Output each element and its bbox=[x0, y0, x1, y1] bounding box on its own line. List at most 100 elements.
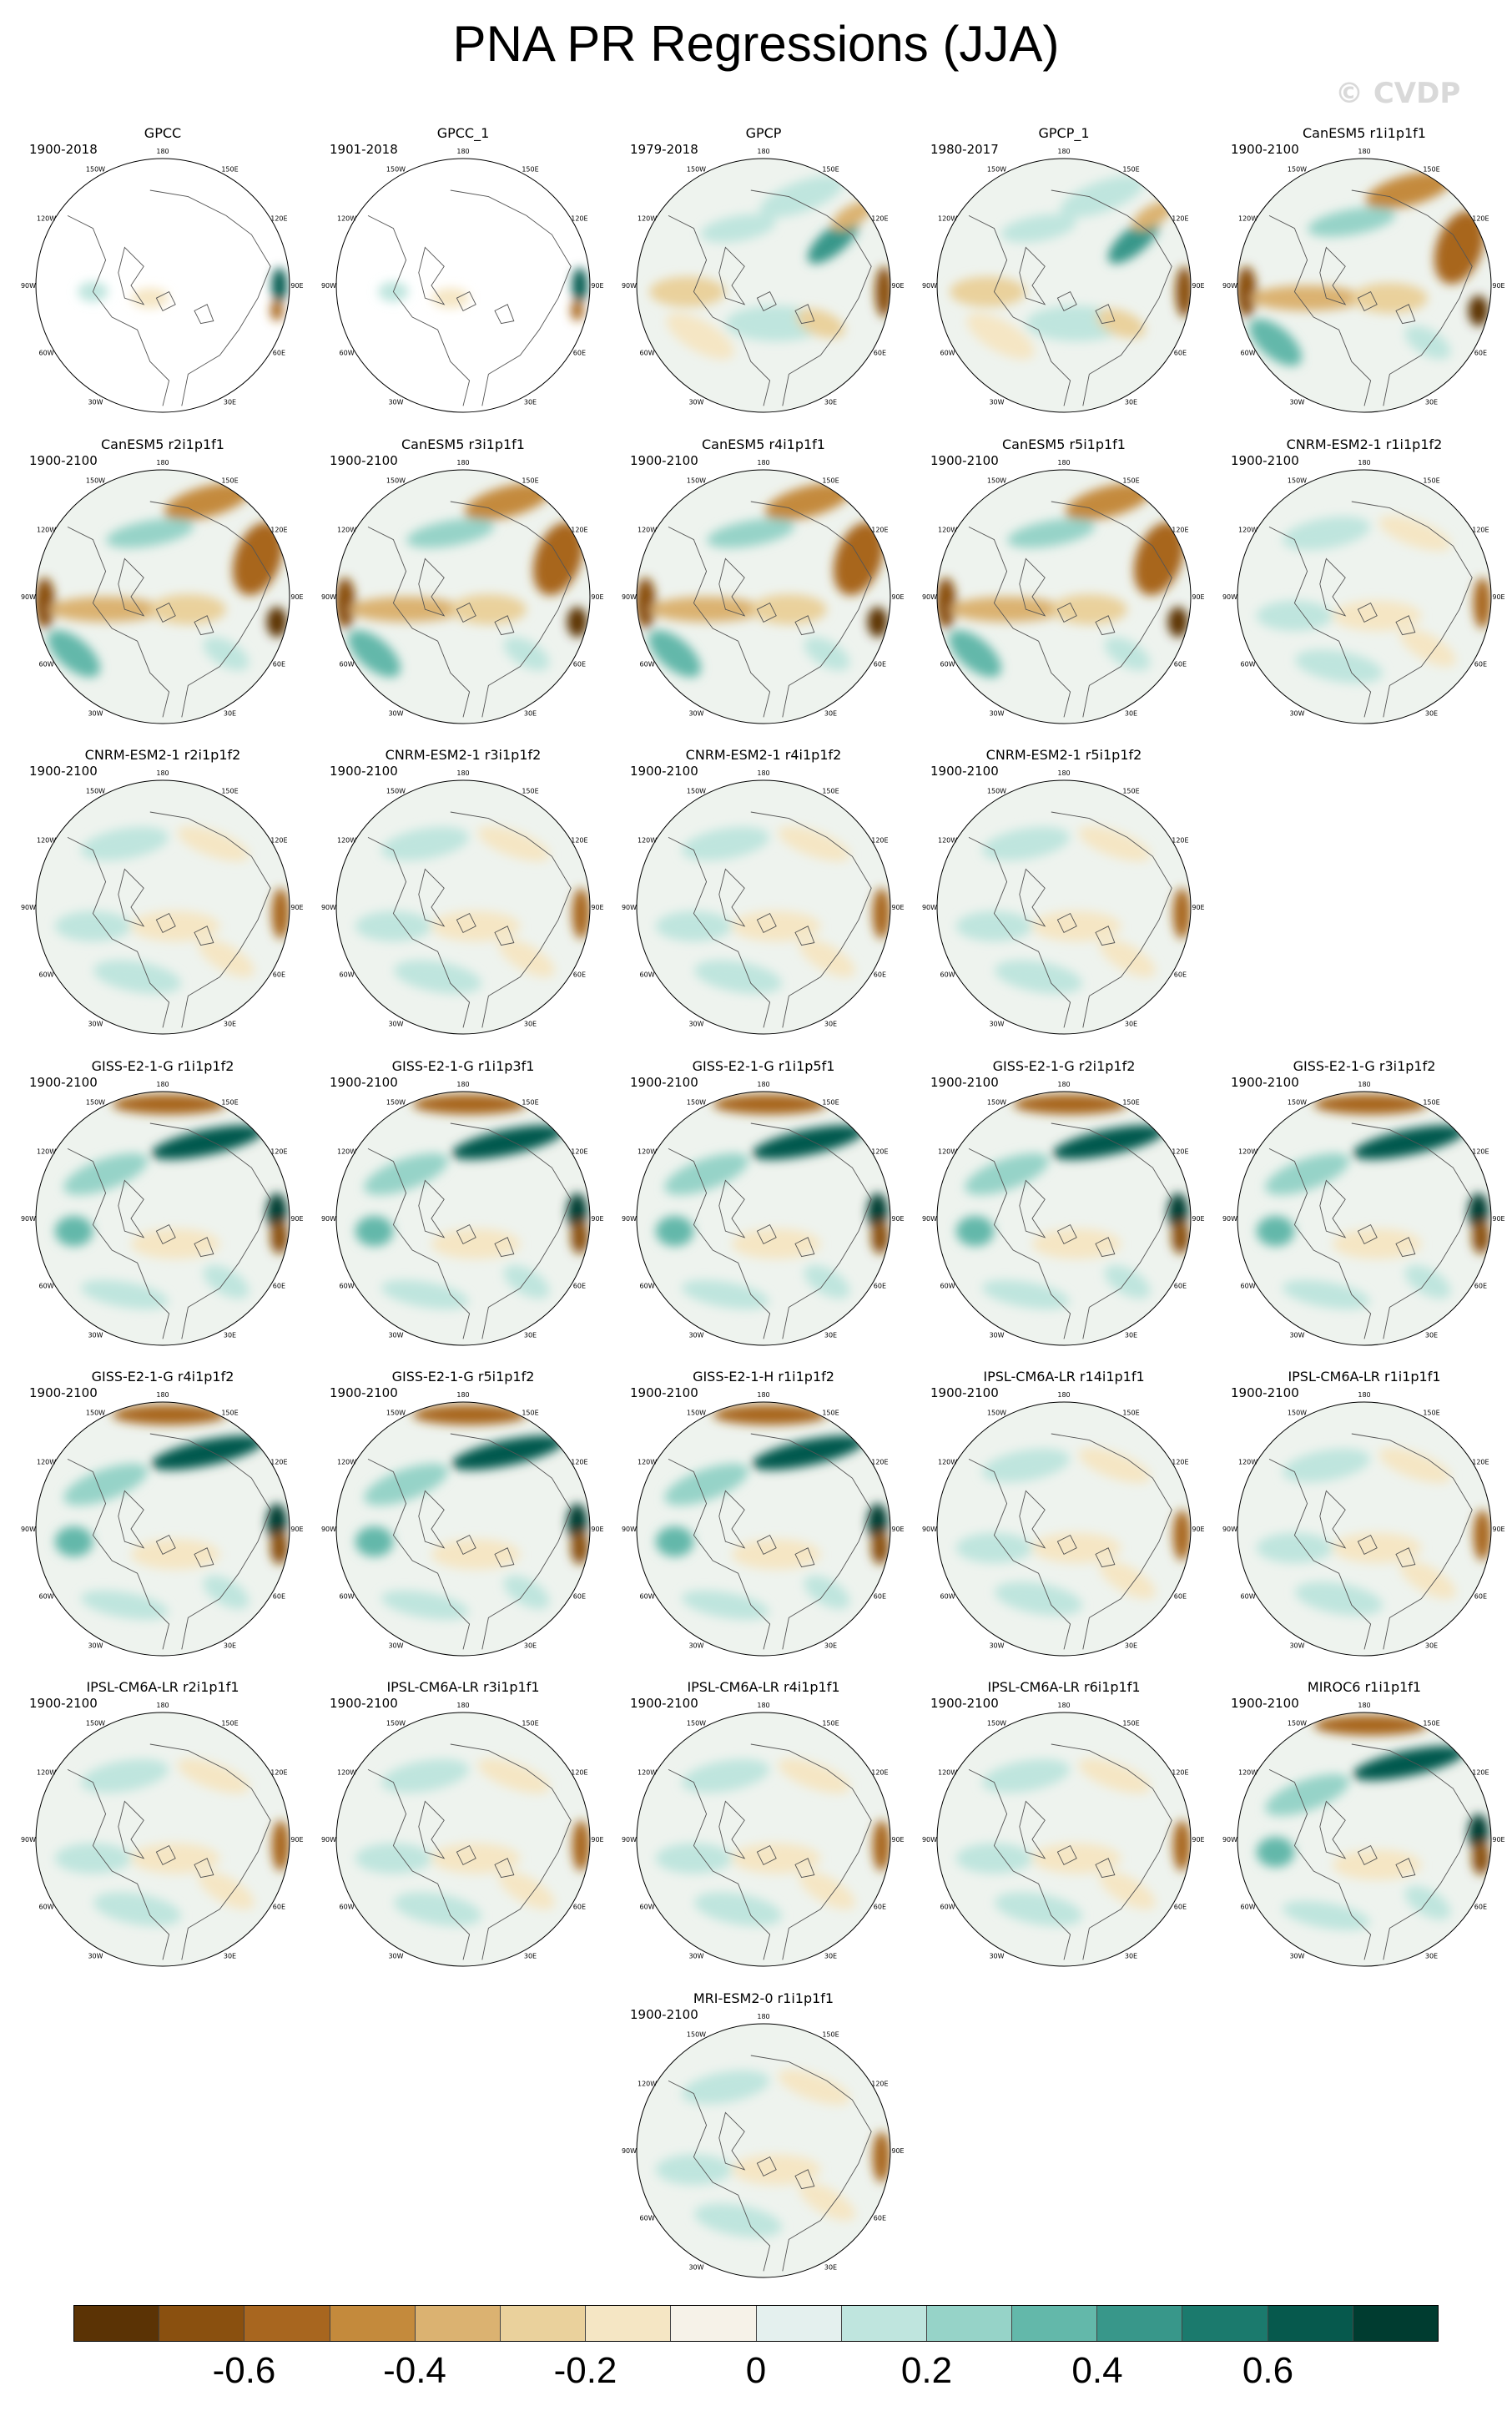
longitude-label: 90W bbox=[922, 282, 937, 290]
anomaly-region bbox=[571, 300, 584, 321]
longitude-label: 60E bbox=[874, 971, 886, 979]
longitude-label: 150W bbox=[687, 166, 706, 174]
anomaly-region bbox=[355, 1526, 394, 1557]
anomaly-region bbox=[1468, 1813, 1489, 1853]
panel-period: 1900-2100 bbox=[630, 764, 698, 779]
anomaly-region bbox=[266, 607, 287, 638]
longitude-label: 150E bbox=[522, 788, 538, 795]
coastline bbox=[1268, 1147, 1372, 1339]
longitude-label: 90E bbox=[290, 282, 303, 290]
panel-period: 1900-2100 bbox=[330, 1075, 398, 1090]
map-border bbox=[636, 158, 891, 413]
longitude-label: 90W bbox=[321, 1215, 336, 1223]
longitude-label: 60W bbox=[39, 1593, 54, 1601]
longitude-label: 60E bbox=[874, 350, 886, 357]
panel-period: 1900-2100 bbox=[1231, 142, 1299, 157]
longitude-label: 120E bbox=[571, 527, 587, 534]
coastline bbox=[668, 1147, 771, 1339]
anomaly-region bbox=[655, 1215, 694, 1247]
longitude-label: 120W bbox=[938, 527, 957, 534]
longitude-label: 90E bbox=[290, 904, 303, 911]
coastline bbox=[118, 246, 145, 305]
polar-map: 180 150E 120E 90E 60E 30E 0 30W 60W 90W 120W 150W bbox=[922, 148, 1205, 417]
longitude-label: 60W bbox=[640, 971, 655, 979]
panel-name: GISS-E2-1-G r1i1p3f1 bbox=[391, 1058, 535, 1074]
longitude-label: 120E bbox=[1172, 1459, 1188, 1466]
coastline bbox=[1019, 246, 1046, 305]
coastline bbox=[155, 290, 176, 312]
longitude-label: 90E bbox=[1192, 593, 1204, 601]
longitude-label: 60W bbox=[940, 661, 955, 668]
longitude-label: 60W bbox=[39, 350, 54, 357]
coastline bbox=[494, 926, 515, 946]
longitude-label: 180 bbox=[456, 1081, 469, 1088]
map-panel: GISS-E2-1-G r3i1p1f2 1900-2100 180 150E 120E… bbox=[1222, 1058, 1506, 1350]
longitude-label: 90E bbox=[1492, 282, 1504, 290]
longitude-label: 150E bbox=[1122, 477, 1139, 485]
coastline bbox=[718, 1800, 746, 1859]
anomaly-region bbox=[1472, 1842, 1490, 1875]
panel-period: 1900-2100 bbox=[29, 1696, 98, 1711]
anomaly-region bbox=[80, 826, 169, 861]
longitude-label: 150E bbox=[221, 166, 238, 174]
anomaly-region bbox=[394, 960, 482, 994]
longitude-label: 30E bbox=[1425, 1642, 1438, 1649]
longitude-label: 60E bbox=[273, 1904, 285, 1911]
map-border bbox=[1237, 1091, 1492, 1346]
longitude-label: 30W bbox=[688, 398, 703, 406]
coastline bbox=[155, 1844, 176, 1866]
polar-map: 180 150E 120E 90E 60E 30E 0 30W 60W 90W 120W 150W bbox=[622, 1081, 905, 1350]
map-border bbox=[936, 1712, 1192, 1967]
anomaly-region bbox=[981, 826, 1070, 861]
longitude-label: 0 bbox=[461, 416, 465, 417]
map-border bbox=[636, 1401, 891, 1657]
coastline bbox=[1095, 1858, 1116, 1879]
map-border bbox=[636, 1091, 891, 1346]
coastline bbox=[194, 615, 214, 636]
longitude-label: 0 bbox=[1061, 1038, 1066, 1039]
colorbar-swatch bbox=[500, 2306, 587, 2341]
coastline bbox=[1357, 290, 1378, 312]
coastline bbox=[668, 836, 771, 1028]
coastline bbox=[1095, 304, 1116, 325]
panel-period: 1900-2100 bbox=[29, 453, 98, 468]
longitude-label: 150W bbox=[386, 1099, 406, 1107]
coastline bbox=[1095, 926, 1116, 946]
longitude-label: 30W bbox=[688, 1952, 703, 1960]
anomaly-region bbox=[1282, 1900, 1370, 1930]
panel-period: 1900-2100 bbox=[630, 1075, 698, 1090]
coastline bbox=[149, 1433, 271, 1650]
longitude-label: 30E bbox=[524, 1331, 537, 1339]
longitude-label: 150W bbox=[687, 1410, 706, 1417]
map-border bbox=[35, 1091, 290, 1346]
coastline bbox=[1051, 811, 1172, 1028]
map-panel: GISS-E2-1-G r1i1p3f1 1900-2100 180 150E 120E… bbox=[321, 1058, 605, 1350]
map-panel: CNRM-ESM2-1 r1i1p1f2 1900-2100 180 150E 120E… bbox=[1222, 436, 1506, 729]
longitude-label: 90W bbox=[1222, 282, 1237, 290]
longitude-label: 60W bbox=[1241, 1593, 1256, 1601]
anomaly-region bbox=[648, 630, 701, 678]
longitude-label: 60E bbox=[573, 1593, 586, 1601]
anomaly-region bbox=[355, 1843, 431, 1874]
polar-map: 180 150E 120E 90E 60E 30E 0 30W 60W 90W 120W 150W bbox=[622, 148, 905, 417]
anomaly-region bbox=[1472, 1221, 1490, 1254]
coastline bbox=[794, 1858, 815, 1879]
colorbar-tick-label: -0.2 bbox=[553, 2350, 617, 2391]
longitude-label: 150E bbox=[221, 788, 238, 795]
longitude-label: 0 bbox=[1362, 1970, 1366, 1971]
longitude-label: 30W bbox=[88, 398, 103, 406]
map-panel: GPCC_1 1901-2018 180 150E 120E 90E 60E 30E 0 30W 6… bbox=[321, 125, 605, 417]
longitude-label: 150W bbox=[386, 477, 406, 485]
anomaly-region bbox=[1099, 938, 1156, 977]
anomaly-region bbox=[1172, 1510, 1191, 1561]
longitude-label: 150W bbox=[1288, 1720, 1307, 1728]
longitude-label: 0 bbox=[461, 1660, 465, 1661]
coastline bbox=[1051, 1433, 1172, 1650]
anomaly-region bbox=[131, 288, 169, 309]
coastline bbox=[1351, 189, 1473, 406]
coastline bbox=[756, 912, 777, 934]
coastline bbox=[367, 214, 471, 406]
panel-name: IPSL-CM6A-LR r14i1p1f1 bbox=[983, 1369, 1145, 1385]
map-border bbox=[636, 1712, 891, 1967]
coastline bbox=[67, 1147, 170, 1339]
